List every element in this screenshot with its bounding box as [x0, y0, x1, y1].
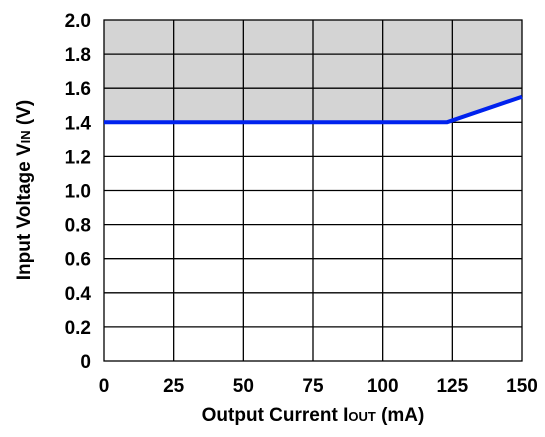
y-tick-label: 0: [80, 352, 91, 373]
x-tick-label: 0: [99, 376, 110, 397]
y-tick-label: 1.4: [65, 113, 92, 134]
x-tick-label: 50: [233, 376, 254, 397]
series-line: [104, 94, 523, 125]
x-tick-label: 150: [506, 376, 538, 397]
y-tick-label: 1.6: [65, 79, 91, 100]
x-tick-label: 25: [163, 376, 185, 397]
y-tick-label: 0.8: [65, 216, 91, 237]
plot-frame: [103, 19, 523, 362]
y-tick-label: 1.2: [65, 147, 91, 168]
y-tick-label: 0.6: [65, 250, 91, 271]
plot-area: [103, 19, 523, 362]
x-tick-label: 75: [302, 376, 324, 397]
y-tick-label: 0.2: [65, 318, 91, 339]
y-tick-label: 2.0: [65, 11, 91, 32]
x-tick-labels: 0 25 50 75 100 125 150: [99, 376, 538, 397]
x-tick-label: 125: [436, 376, 468, 397]
y-tick-label: 1.8: [65, 45, 91, 66]
y-tick-label: 0.4: [65, 284, 92, 305]
y-axis-title: Input Voltage VIN (V): [14, 100, 35, 280]
x-tick-label: 100: [367, 376, 399, 397]
y-tick-labels: 0 0.2 0.4 0.6 0.8 1.0 1.2 1.4 1.6 1.8 2.0: [65, 11, 92, 373]
x-axis-title: Output Current IOUT (mA): [202, 405, 425, 426]
y-tick-label: 1.0: [65, 182, 91, 203]
